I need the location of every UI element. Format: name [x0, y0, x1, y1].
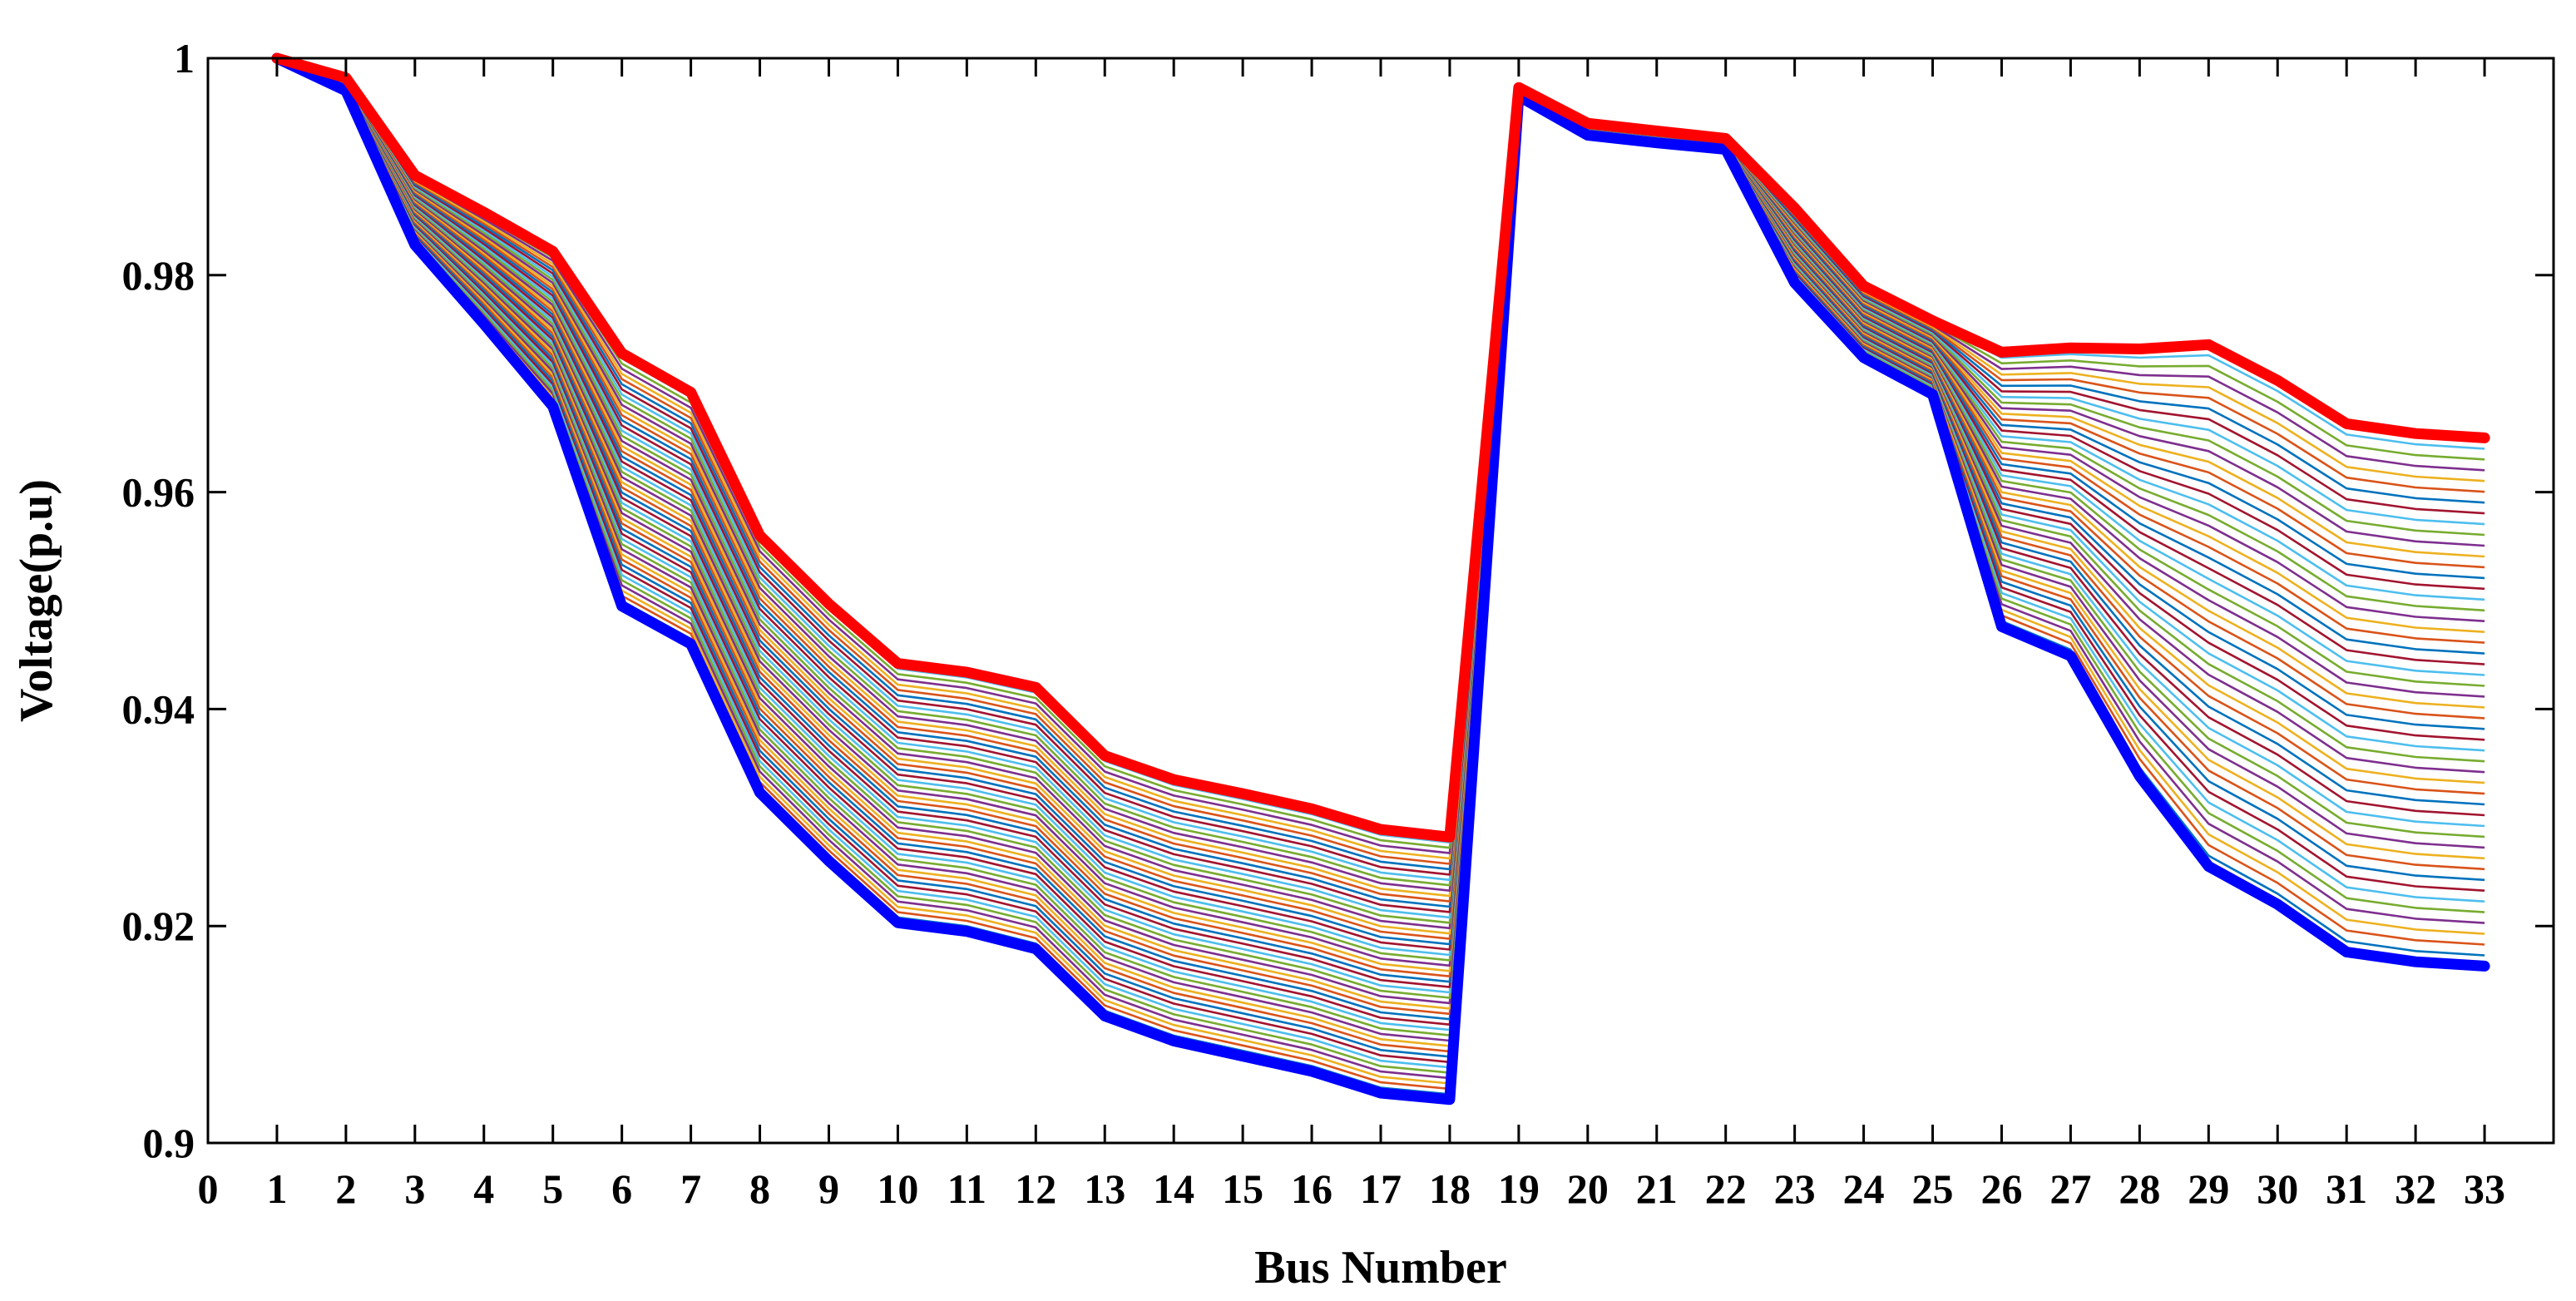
x-tick-label: 33 [2464, 1165, 2505, 1212]
x-tick-label: 3 [404, 1165, 425, 1212]
y-tick-label: 0.98 [122, 252, 195, 299]
series-line-lower-bound [271, 52, 2490, 1106]
series-line-intermediate-13 [276, 57, 2485, 1031]
series-line-intermediate-6 [276, 57, 2485, 1069]
series-line-intermediate-16 [276, 57, 2485, 1016]
x-tick-label: 2 [335, 1165, 356, 1212]
x-tick-label: 8 [749, 1165, 770, 1212]
x-tick-label: 5 [542, 1165, 563, 1212]
y-tick-label: 0.96 [122, 469, 195, 516]
series-line-intermediate-5 [276, 57, 2485, 1074]
series-line-intermediate-46 [276, 57, 2485, 854]
series-line-intermediate-25 [276, 57, 2485, 967]
series-line-intermediate-32 [276, 57, 2485, 930]
x-tick-label: 30 [2257, 1165, 2298, 1212]
x-tick-label: 17 [1360, 1165, 1402, 1212]
series-line-intermediate-31 [276, 57, 2485, 935]
x-tick-label: 20 [1567, 1165, 1609, 1212]
series-line-intermediate-23 [276, 57, 2485, 977]
x-tick-label: 29 [2188, 1165, 2229, 1212]
series-line-intermediate-15 [276, 57, 2485, 1021]
intermediate-series-group [276, 57, 2485, 1096]
series-line-intermediate-21 [276, 57, 2485, 988]
series-line-intermediate-35 [276, 57, 2485, 913]
x-tick-label: 22 [1705, 1165, 1747, 1212]
x-tick-label: 27 [2049, 1165, 2091, 1212]
y-tick-label: 0.94 [122, 685, 195, 732]
x-tick-label: 11 [947, 1165, 986, 1212]
x-tick-label: 12 [1015, 1165, 1056, 1212]
series-line-intermediate-33 [276, 57, 2485, 924]
series-line-intermediate-28 [276, 57, 2485, 951]
series-line-intermediate-39 [276, 57, 2485, 892]
series-line-intermediate-47 [276, 57, 2485, 849]
x-tick-label: 1 [266, 1165, 287, 1212]
series-line-intermediate-37 [276, 57, 2485, 903]
series-line-intermediate-3 [276, 57, 2485, 1085]
x-tick-label: 24 [1843, 1165, 1885, 1212]
series-line-intermediate-22 [276, 57, 2485, 983]
x-tick-label: 21 [1636, 1165, 1678, 1212]
series-line-intermediate-40 [276, 57, 2485, 887]
boundary-series-group [271, 52, 2490, 1106]
series-line-intermediate-2 [276, 57, 2485, 1091]
series-line-intermediate-17 [276, 57, 2485, 1010]
x-tick-label: 16 [1291, 1165, 1332, 1212]
series-line-intermediate-42 [276, 57, 2485, 876]
series-line-intermediate-36 [276, 57, 2485, 908]
series-line-intermediate-8 [276, 57, 2485, 1058]
y-tick-label: 0.92 [122, 903, 195, 949]
x-tick-label: 32 [2395, 1165, 2436, 1212]
x-tick-label: 23 [1774, 1165, 1816, 1212]
series-line-intermediate-18 [276, 57, 2485, 1005]
x-tick-label: 19 [1498, 1165, 1540, 1212]
y-axis-title: Voltage(p.u) [11, 479, 62, 722]
x-tick-label: 10 [877, 1165, 918, 1212]
series-line-intermediate-43 [276, 57, 2485, 871]
series-line-intermediate-27 [276, 57, 2485, 957]
y-tick-label: 1 [174, 35, 195, 82]
series-line-intermediate-34 [276, 57, 2485, 919]
series-line-intermediate-26 [276, 57, 2485, 962]
x-tick-label: 31 [2326, 1165, 2367, 1212]
x-tick-label: 14 [1153, 1165, 1194, 1212]
x-tick-label: 13 [1084, 1165, 1125, 1212]
series-line-intermediate-12 [276, 57, 2485, 1036]
series-line-intermediate-45 [276, 57, 2485, 860]
series-line-intermediate-41 [276, 57, 2485, 882]
series-line-intermediate-9 [276, 57, 2485, 1053]
series-line-intermediate-44 [276, 57, 2485, 865]
series-line-intermediate-30 [276, 57, 2485, 940]
plot-area-frame [206, 57, 2555, 1145]
x-tick-label: 18 [1429, 1165, 1471, 1212]
x-tick-label: 4 [473, 1165, 494, 1212]
series-line-intermediate-20 [276, 57, 2485, 994]
x-tick-label: 9 [818, 1165, 839, 1212]
series-line-intermediate-29 [276, 57, 2485, 946]
series-line-intermediate-4 [276, 57, 2485, 1080]
series-line-intermediate-11 [276, 57, 2485, 1042]
series-line-intermediate-24 [276, 57, 2485, 972]
series-line-intermediate-38 [276, 57, 2485, 898]
x-tick-label: 25 [1912, 1165, 1954, 1212]
series-line-upper-bound [271, 52, 2490, 843]
x-tick-label: 15 [1222, 1165, 1263, 1212]
x-axis-title: Bus Number [1254, 1242, 1506, 1294]
y-tick-label: 0.9 [143, 1120, 195, 1166]
series-line-intermediate-10 [276, 57, 2485, 1047]
x-tick-label: 6 [611, 1165, 632, 1212]
x-axis-ticks: 0 1 2 3 4 5 6 7 8 9 10 11 12 13 14 15 16 17 18 19 20 21 22 23 24… [198, 58, 2505, 1212]
series-line-intermediate-14 [276, 57, 2485, 1026]
x-tick-label: 7 [680, 1165, 701, 1212]
x-tick-label: 26 [1980, 1165, 2022, 1212]
x-tick-label: 28 [2119, 1165, 2160, 1212]
series-line-intermediate-19 [276, 57, 2485, 999]
x-tick-label: 0 [198, 1165, 219, 1212]
series-line-intermediate-7 [276, 57, 2485, 1064]
